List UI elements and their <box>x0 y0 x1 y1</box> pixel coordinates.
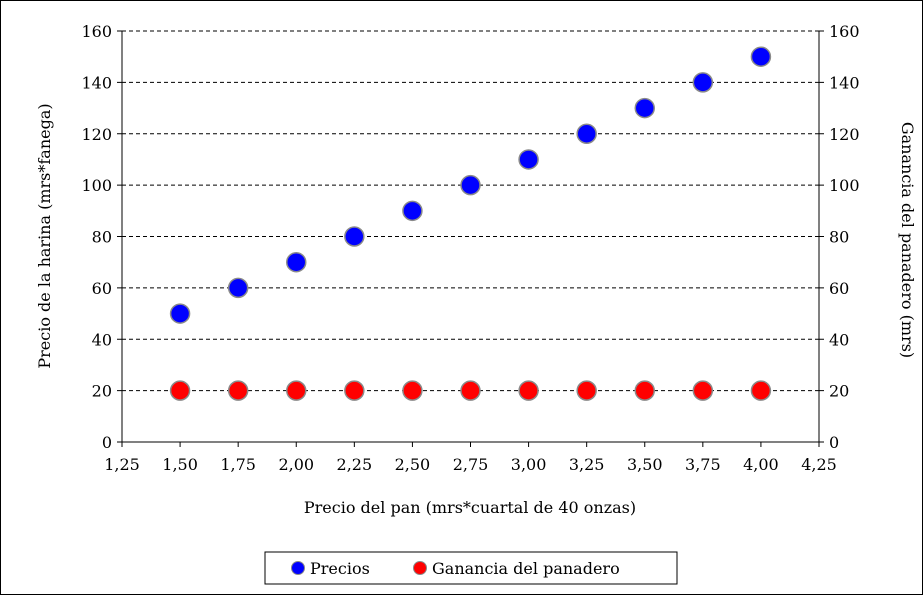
x-tick-label: 1,25 <box>104 455 140 474</box>
y-tick-label: 60 <box>92 279 112 298</box>
legend-box <box>264 551 678 585</box>
point-ganancia <box>402 380 423 401</box>
point-ganancia <box>576 380 597 401</box>
point-precios <box>692 72 714 93</box>
x-tick-label: 2,25 <box>337 455 373 474</box>
x-tick-label: 1,50 <box>162 455 198 474</box>
point-precios <box>750 46 772 67</box>
y2-tick-label: 60 <box>829 279 849 298</box>
y2-tick-label: 40 <box>829 330 849 349</box>
x-ticks: 1,25 1,50 1,75 2,00 2,25 2,50 2,75 3,00 3,25 3,50… <box>104 442 837 474</box>
x-tick-label: 2,50 <box>395 455 431 474</box>
x-tick-label: 2,00 <box>278 455 314 474</box>
legend-marker-precios <box>291 561 305 575</box>
point-ganancia <box>344 380 365 401</box>
y-tick-label: 20 <box>92 382 112 401</box>
y2-tick-label: 160 <box>829 22 860 41</box>
legend: Precios Ganancia del panadero <box>264 551 678 585</box>
x-tick-label: 4,25 <box>801 455 837 474</box>
x-tick-label: 4,00 <box>743 455 779 474</box>
x-tick-label: 3,25 <box>569 455 605 474</box>
y2-axis-label: Ganancia del panadero (mrs) <box>898 122 917 358</box>
point-precios <box>227 277 249 299</box>
x-tick-label: 3,50 <box>627 455 663 474</box>
point-ganancia <box>750 380 772 401</box>
point-precios <box>286 251 307 273</box>
x-tick-label: 1,75 <box>220 455 256 474</box>
y-tick-label: 160 <box>81 22 112 41</box>
y-axis-label: Precio de la harina (mrs*fanega) <box>35 103 54 368</box>
point-precios <box>634 97 655 119</box>
y2-tick-label: 100 <box>829 176 860 195</box>
point-ganancia <box>286 380 307 401</box>
data-points <box>169 46 772 401</box>
y2-tick-label: 140 <box>829 73 860 92</box>
legend-marker-ganancia <box>413 561 427 575</box>
point-ganancia <box>692 380 714 401</box>
x-tick-label: 2,75 <box>453 455 489 474</box>
point-precios <box>344 226 365 247</box>
y-tick-label: 40 <box>92 330 112 349</box>
point-precios <box>402 200 423 222</box>
point-ganancia <box>169 380 191 401</box>
y2-ticks: 0 20 40 60 80 100 120 140 160 <box>819 22 860 452</box>
point-ganancia <box>460 380 481 401</box>
legend-label-precios: Precios <box>310 559 370 578</box>
x-axis-label: Precio del pan (mrs*cuartal de 40 onzas) <box>304 498 636 517</box>
y-tick-label: 140 <box>81 73 112 92</box>
x-tick-label: 3,00 <box>511 455 547 474</box>
point-ganancia <box>227 380 249 401</box>
y-tick-label: 80 <box>92 228 112 247</box>
y-tick-label: 0 <box>102 433 112 452</box>
point-precios <box>576 123 597 144</box>
point-precios <box>518 149 539 170</box>
y2-tick-label: 120 <box>829 125 860 144</box>
y2-tick-label: 0 <box>829 433 839 452</box>
y-tick-label: 100 <box>81 176 112 195</box>
y-tick-label: 120 <box>81 125 112 144</box>
legend-label-ganancia: Ganancia del panadero <box>432 559 620 578</box>
x-tick-label: 3,75 <box>685 455 721 474</box>
point-precios <box>169 303 191 324</box>
point-ganancia <box>634 380 655 401</box>
y-ticks: 0 20 40 60 80 100 120 140 160 <box>81 22 122 452</box>
point-precios <box>460 174 481 196</box>
y2-tick-label: 20 <box>829 382 849 401</box>
point-ganancia <box>518 380 539 401</box>
y2-tick-label: 80 <box>829 228 849 247</box>
